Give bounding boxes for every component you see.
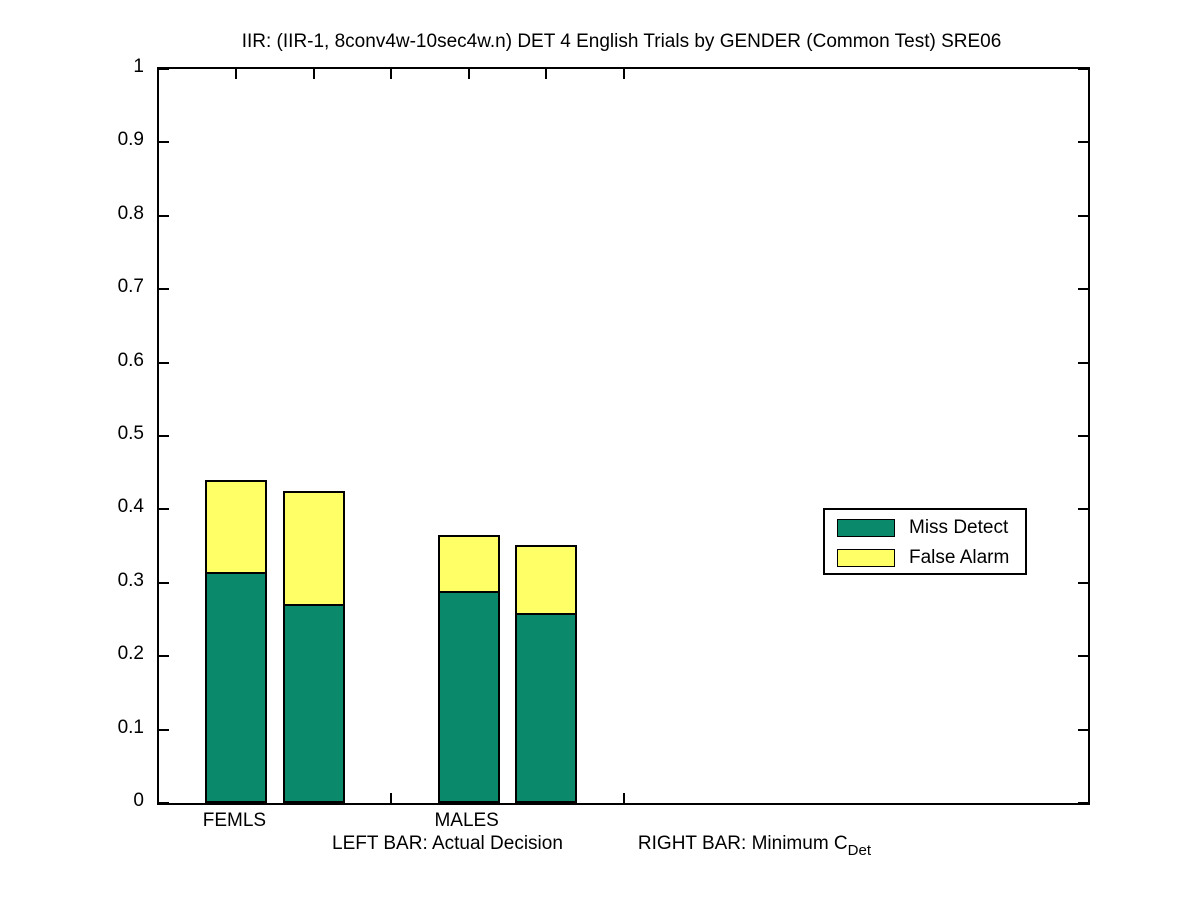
y-tick-label: 0.4 [117, 496, 144, 518]
y-tick-left [159, 68, 169, 70]
x-tick-bottom [622, 793, 625, 803]
miss-detect-swatch [837, 519, 895, 537]
x-axis-label-right: RIGHT BAR: Minimum C [637, 833, 848, 854]
y-tick-left [159, 141, 169, 144]
x-tick-label: MALES [434, 810, 499, 831]
y-tick-right [1078, 802, 1088, 804]
y-tick-right [1078, 728, 1088, 731]
bar-false-alarm-males-4 [437, 535, 500, 591]
legend-label: Miss Detect [909, 517, 1009, 538]
y-tick-label: 0.3 [117, 569, 144, 591]
legend: Miss Detect False Alarm [823, 508, 1027, 575]
x-tick-label: FEMLS [202, 810, 267, 831]
y-tick-right [1078, 288, 1088, 291]
y-tick-right [1078, 655, 1088, 658]
y-tick-label: 0.6 [117, 349, 144, 371]
x-axis-label-subscript: Det [847, 842, 871, 859]
chart-title: IIR: (IIR-1, 8conv4w-10sec4w.n) DET 4 En… [241, 31, 1002, 52]
y-tick-right [1078, 508, 1088, 511]
y-tick-label: 0.8 [117, 202, 144, 224]
y-tick-right [1078, 361, 1088, 364]
y-tick-left [159, 361, 169, 364]
y-tick-right [1078, 68, 1088, 70]
bar-false-alarm-males-5 [515, 544, 578, 613]
y-tick-label: 0.9 [117, 129, 144, 151]
x-axis-label: LEFT BAR: Actual Decision RIGHT BAR: Min… [332, 833, 871, 859]
y-tick-left [159, 508, 169, 511]
y-tick-right [1078, 581, 1088, 584]
legend-entry: False Alarm [837, 547, 1009, 569]
bar-miss-detect-femls-2 [282, 604, 345, 803]
x-tick-top [312, 69, 315, 79]
bar-miss-detect-males-5 [515, 612, 578, 803]
y-tick-left [159, 214, 169, 217]
x-tick-top [545, 69, 548, 79]
y-tick-left [159, 288, 169, 291]
y-tick-right [1078, 141, 1088, 144]
bar-miss-detect-males-4 [437, 590, 500, 803]
legend-label: False Alarm [909, 547, 1010, 568]
y-tick-left [159, 728, 169, 731]
bar-false-alarm-femls-2 [282, 491, 345, 605]
y-tick-left [159, 581, 169, 584]
y-tick-left [159, 435, 169, 437]
x-tick-top [622, 69, 625, 79]
y-tick-label: 0.5 [117, 423, 144, 444]
x-axis-label-left: LEFT BAR: Actual Decision [332, 833, 563, 854]
bar-false-alarm-femls-1 [205, 480, 268, 572]
y-tick-label: 0.2 [117, 643, 144, 665]
y-tick-right [1078, 435, 1088, 437]
y-tick-left [159, 655, 169, 658]
y-tick-label: 0 [133, 790, 144, 811]
y-tick-label: 0.1 [117, 716, 144, 738]
y-tick-label: 0.7 [117, 276, 144, 298]
plot-area [157, 67, 1090, 805]
y-tick-left [159, 802, 169, 804]
legend-entry: Miss Detect [837, 517, 1008, 539]
y-tick-right [1078, 214, 1088, 217]
x-tick-bottom [390, 793, 393, 803]
x-tick-top [390, 69, 393, 79]
false-alarm-swatch [837, 549, 895, 567]
x-tick-top [235, 69, 238, 79]
bar-miss-detect-femls-1 [205, 571, 268, 803]
y-tick-label: 1 [133, 56, 144, 77]
x-tick-top [467, 69, 470, 79]
